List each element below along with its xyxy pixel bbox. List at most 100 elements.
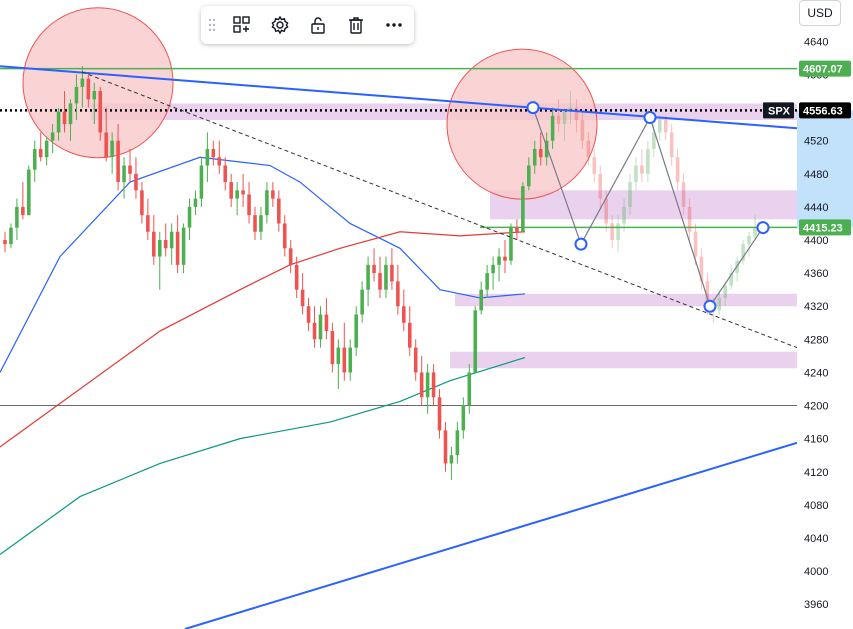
candle[interactable] — [622, 198, 626, 232]
trendline-dashed[interactable] — [81, 71, 798, 349]
candle[interactable] — [223, 157, 228, 191]
candle[interactable] — [544, 132, 549, 166]
candle[interactable] — [741, 240, 745, 265]
candle[interactable] — [265, 182, 269, 224]
candle[interactable] — [753, 215, 757, 241]
markers-layer[interactable] — [526, 101, 770, 313]
candle[interactable] — [68, 99, 73, 141]
trendline-blue[interactable] — [184, 441, 798, 629]
settings-icon[interactable] — [261, 6, 299, 44]
candle[interactable] — [354, 306, 358, 356]
candle[interactable] — [146, 198, 150, 241]
candle[interactable] — [181, 223, 186, 274]
currency-button[interactable]: USD — [799, 0, 841, 26]
candle[interactable] — [407, 306, 412, 356]
candle[interactable] — [193, 190, 198, 216]
grip-handle-icon[interactable] — [201, 17, 223, 33]
candle[interactable] — [3, 231, 7, 253]
candle[interactable] — [592, 148, 597, 183]
candle[interactable] — [443, 422, 448, 472]
candle[interactable] — [515, 219, 519, 241]
candle[interactable] — [9, 223, 13, 249]
candle[interactable] — [384, 256, 388, 298]
candle[interactable] — [503, 240, 507, 274]
candle[interactable] — [640, 148, 644, 183]
object-tree-icon[interactable] — [223, 6, 261, 44]
candle[interactable] — [324, 297, 329, 340]
candle[interactable] — [134, 157, 138, 199]
candle[interactable] — [396, 264, 400, 315]
candle[interactable] — [271, 182, 275, 207]
candle[interactable] — [735, 256, 739, 282]
candle[interactable] — [419, 355, 424, 406]
candle[interactable] — [92, 82, 97, 125]
candle[interactable] — [282, 215, 287, 257]
candle[interactable] — [15, 198, 19, 241]
candle[interactable] — [538, 132, 543, 166]
candle[interactable] — [253, 206, 257, 241]
candle[interactable] — [175, 215, 180, 274]
candle[interactable] — [366, 256, 370, 307]
candle[interactable] — [390, 248, 394, 290]
candle[interactable] — [562, 107, 567, 141]
candle[interactable] — [259, 206, 263, 241]
candle[interactable] — [479, 281, 483, 315]
candle[interactable] — [205, 132, 210, 183]
candle[interactable] — [86, 74, 91, 108]
candle[interactable] — [229, 173, 233, 207]
candle[interactable] — [360, 281, 364, 323]
highlight-circle[interactable] — [22, 7, 174, 159]
candle[interactable] — [32, 140, 37, 183]
candle[interactable] — [318, 306, 323, 348]
candle[interactable] — [616, 215, 620, 253]
more-icon[interactable] — [375, 6, 413, 44]
candle[interactable] — [675, 148, 680, 191]
candle[interactable] — [348, 339, 353, 381]
candle[interactable] — [330, 322, 335, 373]
candle[interactable] — [657, 115, 662, 141]
candle[interactable] — [610, 215, 614, 249]
candle[interactable] — [509, 223, 513, 265]
candle[interactable] — [50, 124, 55, 154]
candle[interactable] — [485, 264, 489, 298]
candle[interactable] — [580, 111, 585, 149]
candle[interactable] — [449, 446, 454, 481]
anchor-point[interactable] — [703, 299, 717, 313]
candle[interactable] — [288, 240, 293, 274]
candle[interactable] — [527, 157, 531, 191]
candle[interactable] — [294, 256, 299, 298]
candle[interactable] — [277, 190, 281, 232]
candle[interactable] — [169, 223, 174, 265]
candle[interactable] — [44, 136, 49, 166]
candle[interactable] — [497, 248, 501, 282]
price-axis[interactable]: 3960 4000 4040 4080 4120 4160 4200 4240 4280 4320… — [763, 0, 853, 629]
candle[interactable] — [152, 215, 156, 265]
zone-rect[interactable] — [450, 351, 797, 369]
anchor-point[interactable] — [756, 221, 770, 235]
candle[interactable] — [455, 422, 460, 464]
candle[interactable] — [556, 99, 561, 133]
candle[interactable] — [21, 182, 25, 220]
candle[interactable] — [431, 364, 436, 406]
anchor-point[interactable] — [574, 237, 588, 251]
candle[interactable] — [574, 99, 579, 133]
candle[interactable] — [187, 198, 192, 241]
candle[interactable] — [413, 339, 418, 381]
candle[interactable] — [122, 157, 126, 199]
candle[interactable] — [402, 289, 406, 332]
candle[interactable] — [473, 306, 478, 373]
candle[interactable] — [663, 115, 668, 141]
anchor-point[interactable] — [643, 111, 657, 125]
candle[interactable] — [163, 223, 168, 257]
anchor-point[interactable] — [526, 101, 540, 115]
candle[interactable] — [300, 273, 305, 315]
delete-icon[interactable] — [337, 6, 375, 44]
candle[interactable] — [437, 388, 442, 439]
candle[interactable] — [687, 198, 692, 241]
candle[interactable] — [312, 306, 317, 348]
candle[interactable] — [646, 140, 650, 183]
candle[interactable] — [62, 91, 67, 133]
candle[interactable] — [598, 165, 603, 207]
candle[interactable] — [461, 397, 466, 439]
